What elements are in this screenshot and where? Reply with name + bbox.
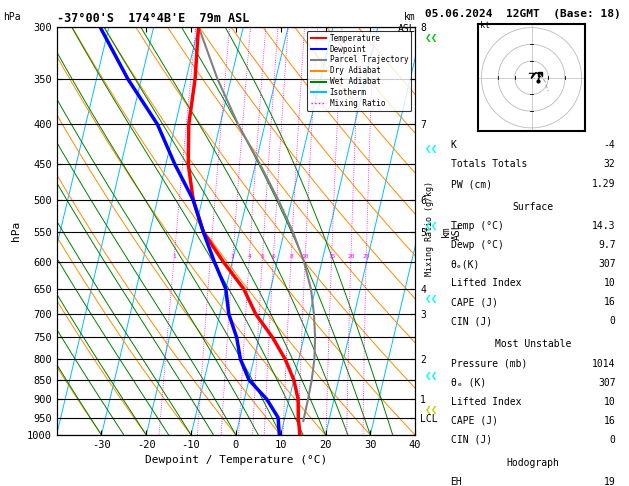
Text: ❮❮: ❮❮: [425, 371, 438, 381]
Text: 05.06.2024  12GMT  (Base: 18): 05.06.2024 12GMT (Base: 18): [425, 9, 620, 19]
Text: PW (cm): PW (cm): [450, 179, 492, 189]
Text: Mixing Ratio (g/kg): Mixing Ratio (g/kg): [425, 181, 434, 276]
Text: CIN (J): CIN (J): [450, 316, 492, 327]
Text: ❮❮: ❮❮: [425, 144, 438, 154]
Text: kt: kt: [480, 20, 490, 30]
Text: 1014: 1014: [592, 359, 616, 368]
Text: CIN (J): CIN (J): [450, 435, 492, 445]
Text: Surface: Surface: [513, 202, 554, 212]
Text: 8: 8: [289, 254, 293, 259]
Text: 3: 3: [231, 254, 235, 259]
Text: ❮❮: ❮❮: [425, 405, 438, 416]
Text: 307: 307: [598, 378, 616, 388]
Y-axis label: km
ASL: km ASL: [440, 222, 462, 240]
Text: Temp (°C): Temp (°C): [450, 221, 503, 231]
Text: 9.7: 9.7: [598, 241, 616, 250]
Text: 20: 20: [347, 254, 355, 259]
Text: ❮❮: ❮❮: [425, 33, 438, 43]
Text: K: K: [450, 139, 457, 150]
Text: Lifted Index: Lifted Index: [450, 397, 521, 407]
Text: Totals Totals: Totals Totals: [450, 159, 527, 169]
Y-axis label: hPa: hPa: [11, 221, 21, 241]
Text: hPa: hPa: [3, 12, 21, 22]
Text: CAPE (J): CAPE (J): [450, 297, 498, 308]
Text: 4: 4: [248, 254, 251, 259]
Text: 2: 2: [209, 254, 213, 259]
Text: CAPE (J): CAPE (J): [450, 416, 498, 426]
Text: 0: 0: [610, 435, 616, 445]
Text: 16: 16: [604, 416, 616, 426]
Text: θₑ (K): θₑ (K): [450, 378, 486, 388]
Legend: Temperature, Dewpoint, Parcel Trajectory, Dry Adiabat, Wet Adiabat, Isotherm, Mi: Temperature, Dewpoint, Parcel Trajectory…: [308, 31, 411, 111]
Text: Dewp (°C): Dewp (°C): [450, 241, 503, 250]
Text: ❮❮: ❮❮: [425, 221, 438, 231]
Text: 5: 5: [260, 254, 264, 259]
Text: 10: 10: [604, 278, 616, 288]
Text: 10: 10: [604, 397, 616, 407]
Text: 15: 15: [328, 254, 335, 259]
Text: 1: 1: [172, 254, 176, 259]
Text: -4: -4: [604, 139, 616, 150]
Text: Most Unstable: Most Unstable: [495, 339, 571, 349]
Text: km
ASL: km ASL: [398, 12, 415, 34]
Text: ❮❮: ❮❮: [425, 294, 438, 304]
Text: Hodograph: Hodograph: [506, 458, 560, 468]
Text: 32: 32: [604, 159, 616, 169]
Text: 1.29: 1.29: [592, 179, 616, 189]
Text: 6: 6: [272, 254, 276, 259]
Text: 16: 16: [604, 297, 616, 308]
Text: Lifted Index: Lifted Index: [450, 278, 521, 288]
Text: 19: 19: [604, 477, 616, 486]
Text: 0: 0: [610, 316, 616, 327]
Text: -37°00'S  174°4B'E  79m ASL: -37°00'S 174°4B'E 79m ASL: [57, 12, 249, 25]
Text: Pressure (mb): Pressure (mb): [450, 359, 527, 368]
Text: 307: 307: [598, 260, 616, 269]
Text: 25: 25: [362, 254, 370, 259]
Text: θₑ(K): θₑ(K): [450, 260, 480, 269]
X-axis label: Dewpoint / Temperature (°C): Dewpoint / Temperature (°C): [145, 455, 327, 466]
Text: EH: EH: [450, 477, 462, 486]
Text: 14.3: 14.3: [592, 221, 616, 231]
Text: 10: 10: [301, 254, 309, 259]
